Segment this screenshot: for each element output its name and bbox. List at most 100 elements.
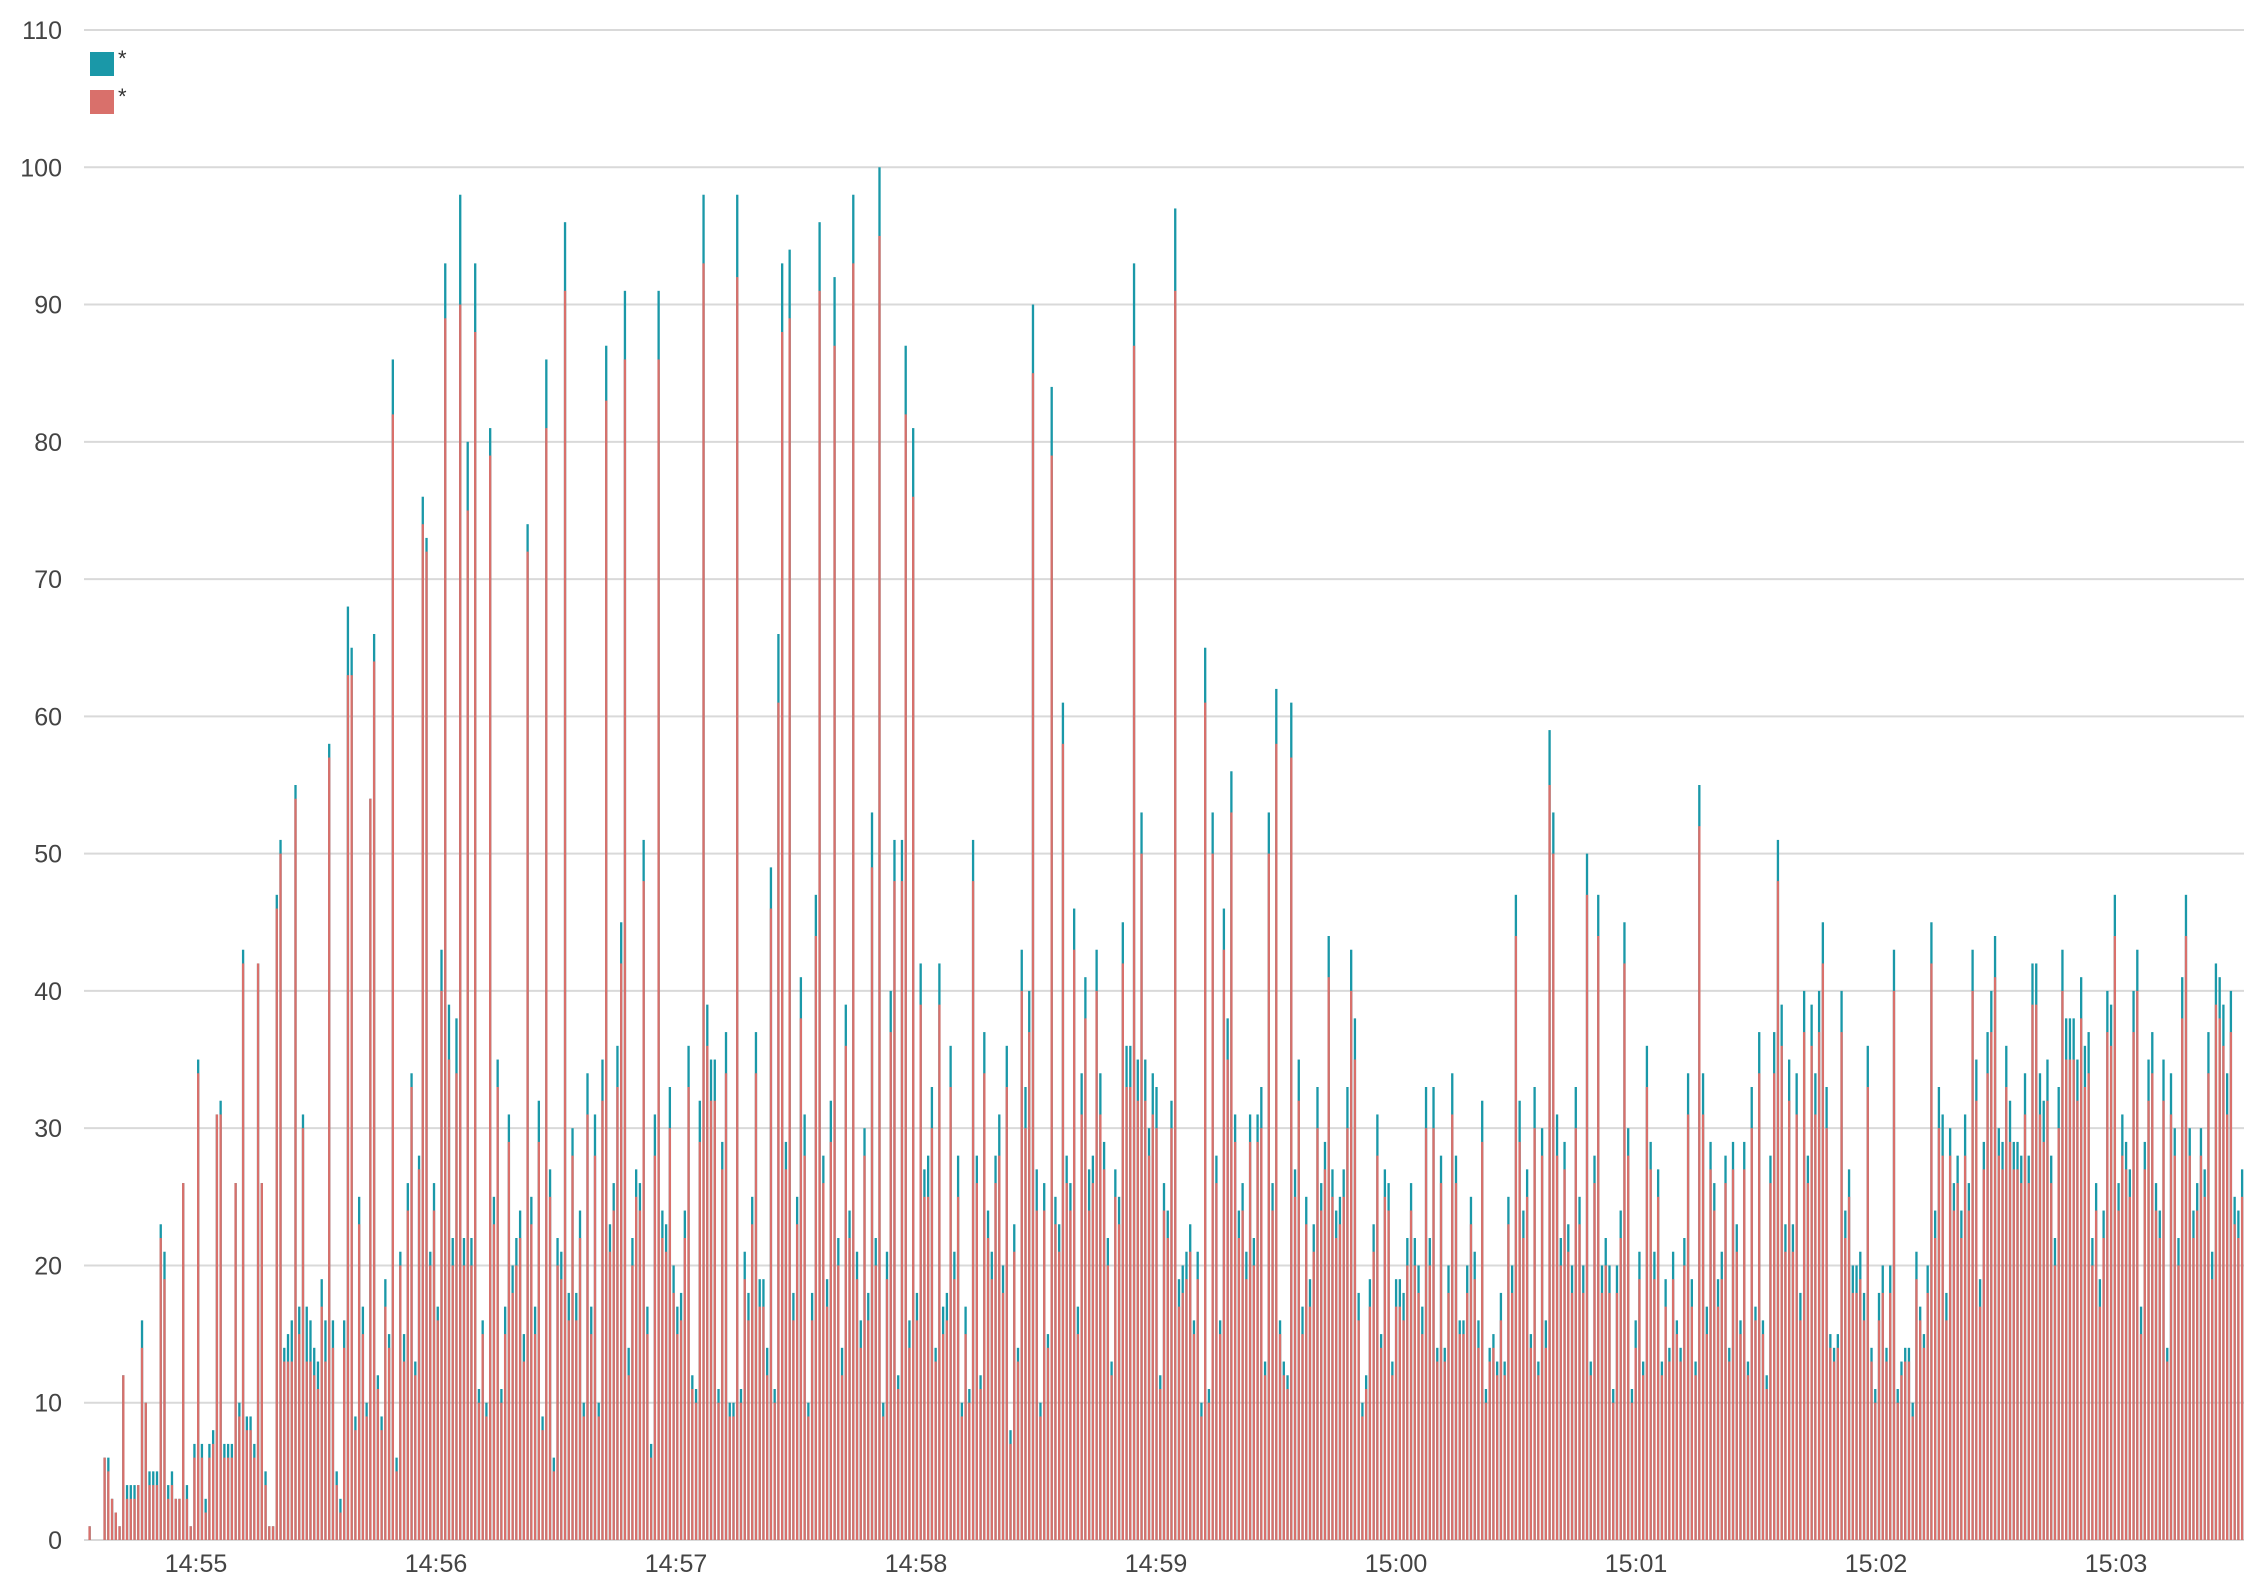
bar <box>2053 1265 2057 1540</box>
bar <box>1642 1375 1645 1540</box>
bar <box>1615 1292 1619 1540</box>
bar <box>863 1155 866 1540</box>
bar <box>672 1292 675 1540</box>
bar <box>571 1155 574 1540</box>
bar <box>990 1279 993 1540</box>
bar <box>803 1155 806 1540</box>
bar <box>2113 936 2117 1540</box>
bar <box>492 1224 496 1540</box>
bar <box>133 1498 136 1540</box>
bar <box>747 1320 750 1540</box>
bar <box>1129 1087 1132 1540</box>
bar <box>2061 990 2064 1540</box>
bar <box>1817 1032 1821 1540</box>
bar <box>1578 1224 1581 1540</box>
bar <box>2023 1114 2027 1540</box>
bar <box>219 1114 222 1540</box>
bar <box>1904 1361 1907 1540</box>
bar <box>1630 1402 1634 1540</box>
bar <box>1540 1155 1544 1540</box>
bar <box>683 1238 686 1540</box>
bar <box>515 1265 518 1540</box>
bar <box>1091 1183 1095 1540</box>
bar <box>1840 1032 1843 1540</box>
bar <box>526 551 529 1540</box>
y-tick-label: 90 <box>34 292 62 320</box>
bar <box>582 1416 585 1540</box>
bar <box>1851 1292 1854 1540</box>
bar <box>1967 1210 1971 1540</box>
bar <box>1679 1361 1682 1540</box>
bar <box>178 1498 181 1540</box>
bar <box>563 290 567 1541</box>
bar <box>1559 1265 1562 1540</box>
bar <box>923 1196 926 1540</box>
bar <box>245 1430 249 1540</box>
bar <box>724 1073 728 1540</box>
bar <box>1555 1155 1559 1540</box>
bar <box>1394 1306 1398 1540</box>
bar <box>1481 1141 1484 1540</box>
bar <box>1836 1347 1839 1540</box>
bar <box>601 1100 604 1540</box>
bar <box>182 1183 185 1540</box>
bar <box>825 1306 829 1540</box>
bar <box>1761 1334 1765 1540</box>
bar <box>1383 1196 1387 1540</box>
bar <box>2158 1238 2161 1540</box>
bar <box>163 1279 166 1540</box>
bar <box>110 1498 114 1540</box>
bar <box>1402 1320 1405 1540</box>
bar <box>1132 345 1136 1540</box>
bar <box>661 1238 664 1540</box>
bar <box>1196 1279 1199 1540</box>
bar <box>380 1430 383 1540</box>
bar <box>1896 1402 1899 1540</box>
bar <box>410 1087 413 1540</box>
bar <box>1458 1334 1461 1540</box>
bar <box>477 1402 481 1540</box>
bar <box>1039 1416 1042 1540</box>
bar <box>668 1128 672 1540</box>
bar <box>1829 1347 1832 1540</box>
bar <box>1937 1128 1941 1540</box>
bar <box>713 1100 716 1540</box>
bar <box>1245 1279 1248 1540</box>
bar <box>1993 977 1997 1540</box>
bar <box>1758 1073 1761 1540</box>
bar <box>1043 1210 1046 1540</box>
bar <box>234 1183 237 1540</box>
bar <box>2072 1059 2075 1540</box>
bar <box>1686 1114 1690 1540</box>
bar <box>2091 1265 2094 1540</box>
bar <box>1705 1334 1708 1540</box>
bar <box>2124 1169 2128 1540</box>
bar <box>616 1087 619 1540</box>
y-tick-label: 30 <box>34 1115 62 1143</box>
bar <box>1855 1292 1858 1540</box>
bar <box>593 1155 597 1540</box>
bar <box>1728 1361 1731 1540</box>
bar <box>1870 1361 1873 1540</box>
bar <box>1443 1361 1446 1540</box>
bar <box>1802 1032 1806 1540</box>
bar <box>271 1526 275 1540</box>
bar <box>758 1306 761 1540</box>
bar <box>2117 1210 2120 1540</box>
bar <box>956 1196 960 1540</box>
bar <box>986 1238 990 1540</box>
bar <box>2068 1059 2072 1540</box>
bar <box>1312 1251 1315 1540</box>
bar <box>1683 1265 1686 1540</box>
bar <box>1948 1155 1952 1540</box>
y-tick-label: 50 <box>34 841 62 869</box>
bar <box>1945 1320 1948 1540</box>
bar <box>810 1320 814 1540</box>
bar <box>1952 1210 1956 1540</box>
bar <box>788 318 791 1541</box>
bar <box>1413 1265 1416 1540</box>
bar <box>1308 1306 1312 1540</box>
bar <box>268 1526 271 1540</box>
legend-swatch <box>90 90 114 114</box>
bar <box>1282 1375 1285 1540</box>
